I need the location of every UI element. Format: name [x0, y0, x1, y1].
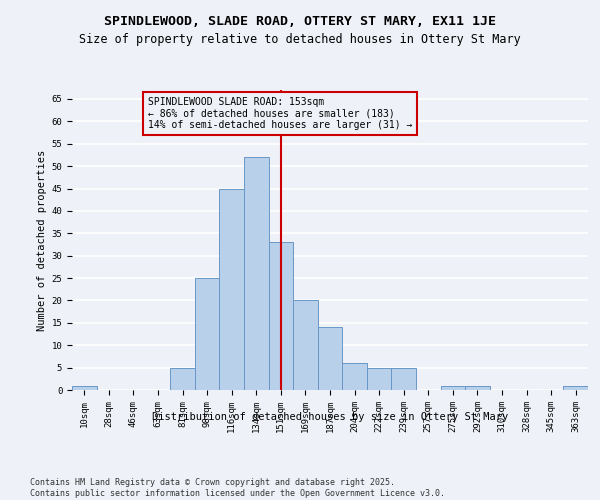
- Bar: [293, 300, 318, 390]
- Bar: [563, 386, 588, 390]
- Bar: [72, 386, 97, 390]
- Bar: [269, 242, 293, 390]
- Text: SPINDLEWOOD, SLADE ROAD, OTTERY ST MARY, EX11 1JE: SPINDLEWOOD, SLADE ROAD, OTTERY ST MARY,…: [104, 15, 496, 28]
- Bar: [342, 363, 367, 390]
- Bar: [367, 368, 391, 390]
- Text: Distribution of detached houses by size in Ottery St Mary: Distribution of detached houses by size …: [152, 412, 508, 422]
- Text: Size of property relative to detached houses in Ottery St Mary: Size of property relative to detached ho…: [79, 32, 521, 46]
- Y-axis label: Number of detached properties: Number of detached properties: [37, 150, 47, 330]
- Bar: [244, 157, 269, 390]
- Text: SPINDLEWOOD SLADE ROAD: 153sqm
← 86% of detached houses are smaller (183)
14% of: SPINDLEWOOD SLADE ROAD: 153sqm ← 86% of …: [148, 96, 413, 130]
- Bar: [465, 386, 490, 390]
- Bar: [170, 368, 195, 390]
- Bar: [318, 328, 342, 390]
- Bar: [391, 368, 416, 390]
- Bar: [195, 278, 220, 390]
- Text: Contains HM Land Registry data © Crown copyright and database right 2025.
Contai: Contains HM Land Registry data © Crown c…: [30, 478, 445, 498]
- Bar: [440, 386, 465, 390]
- Bar: [220, 188, 244, 390]
